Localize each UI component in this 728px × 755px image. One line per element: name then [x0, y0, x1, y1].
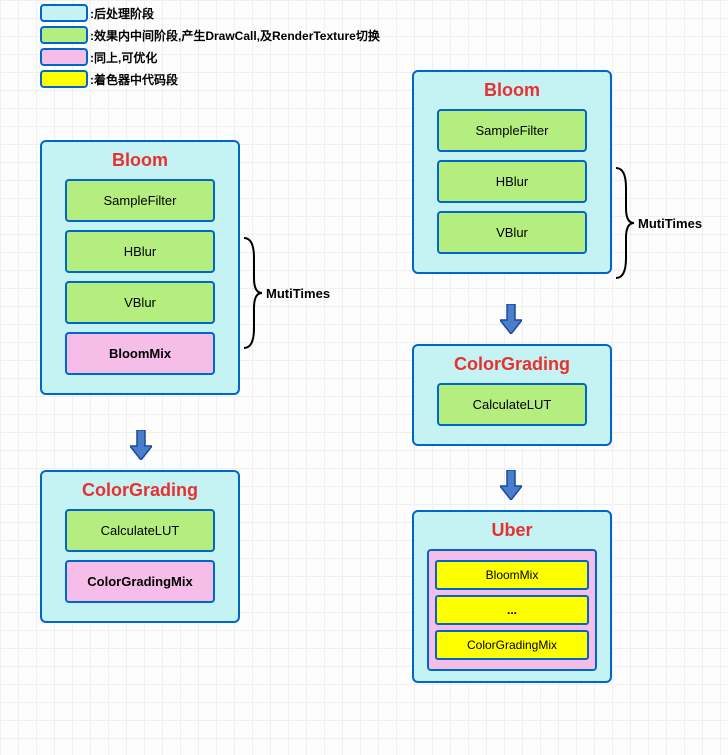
legend-swatch-green [40, 26, 88, 44]
box-hblur: HBlur [65, 230, 215, 273]
right-bloom-stage: Bloom SampleFilter HBlur VBlur [412, 70, 612, 274]
legend-swatch-cyan [40, 4, 88, 22]
box-colorgradingmix: ColorGradingMix [435, 630, 589, 660]
box-vblur: VBlur [65, 281, 215, 324]
box-calculatelut: CalculateLUT [437, 383, 587, 426]
legend: :后处理阶段 :效果内中间阶段,产生DrawCall,及RenderTextur… [40, 4, 380, 92]
box-vblur: VBlur [437, 211, 587, 254]
right-colorgrading-stage: ColorGrading CalculateLUT [412, 344, 612, 446]
legend-row: :效果内中间阶段,产生DrawCall,及RenderTexture切换 [40, 26, 380, 44]
box-calculatelut: CalculateLUT [65, 509, 215, 552]
stage-title: Bloom [424, 80, 600, 101]
right-uber-stage: Uber BloomMix ... ColorGradingMix [412, 510, 612, 683]
brace-icon [242, 238, 264, 353]
box-samplefilter: SampleFilter [65, 179, 215, 222]
box-bloommix: BloomMix [65, 332, 215, 375]
arrow-down-icon [130, 430, 152, 460]
muti-label: MutiTimes [266, 286, 330, 301]
legend-row: :后处理阶段 [40, 4, 380, 22]
left-colorgrading-stage: ColorGrading CalculateLUT ColorGradingMi… [40, 470, 240, 623]
left-bloom-stage: Bloom SampleFilter HBlur VBlur BloomMix [40, 140, 240, 395]
stage-title: Uber [424, 520, 600, 541]
legend-swatch-pink [40, 48, 88, 66]
legend-row: :着色器中代码段 [40, 70, 380, 88]
arrow-down-icon [500, 304, 522, 334]
box-bloommix: BloomMix [435, 560, 589, 590]
uber-inner-container: BloomMix ... ColorGradingMix [427, 549, 597, 671]
arrow-down-icon [500, 470, 522, 500]
legend-label: :着色器中代码段 [90, 71, 178, 88]
stage-title: ColorGrading [52, 480, 228, 501]
legend-swatch-yellow [40, 70, 88, 88]
legend-row: :同上,可优化 [40, 48, 380, 66]
legend-label: :同上,可优化 [90, 49, 157, 66]
brace-icon [614, 168, 636, 283]
muti-label: MutiTimes [638, 216, 702, 231]
box-samplefilter: SampleFilter [437, 109, 587, 152]
legend-label: :后处理阶段 [90, 5, 154, 22]
box-hblur: HBlur [437, 160, 587, 203]
stage-title: ColorGrading [424, 354, 600, 375]
stage-title: Bloom [52, 150, 228, 171]
box-colorgradingmix: ColorGradingMix [65, 560, 215, 603]
box-ellipsis: ... [435, 595, 589, 625]
legend-label: :效果内中间阶段,产生DrawCall,及RenderTexture切换 [90, 27, 380, 44]
